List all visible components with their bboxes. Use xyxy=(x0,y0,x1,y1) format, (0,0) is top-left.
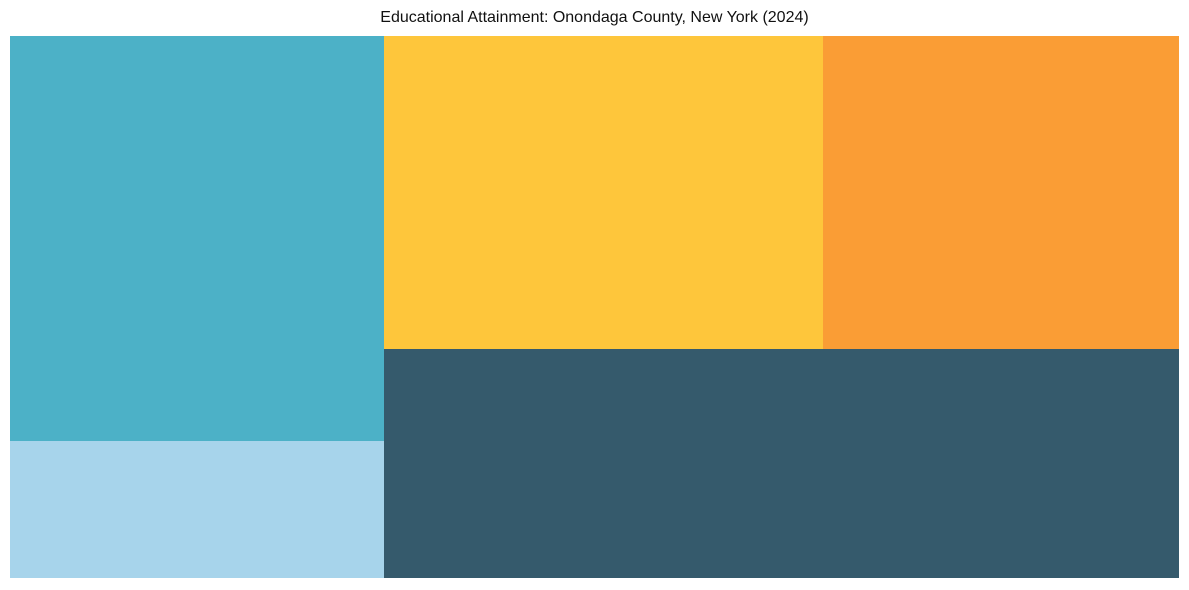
treemap-segment-2-teal xyxy=(10,36,384,441)
treemap-segment-5-light-blue xyxy=(10,441,384,578)
treemap-segment-4-orange xyxy=(823,36,1179,349)
chart-title: Educational Attainment: Onondaga County,… xyxy=(380,9,809,26)
treemap-chart xyxy=(10,36,1179,578)
treemap-segment-3-yellow xyxy=(384,36,823,349)
treemap-segment-1-dark-slate xyxy=(384,349,1179,578)
